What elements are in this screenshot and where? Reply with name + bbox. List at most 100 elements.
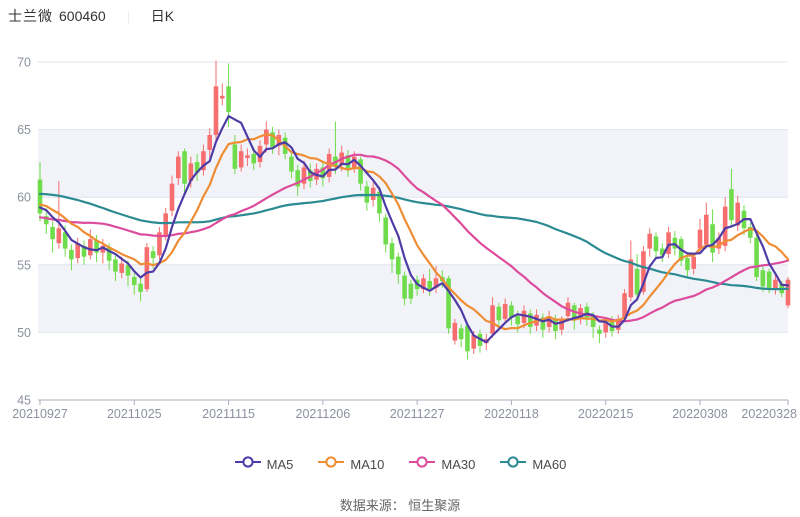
candle-body	[157, 232, 162, 256]
ma60-line-icon	[499, 455, 527, 474]
candle-body	[320, 167, 326, 179]
candle-body	[75, 243, 81, 259]
candle-body	[666, 232, 671, 254]
candle-body	[433, 278, 439, 288]
candle-body	[584, 306, 590, 318]
candle-body	[590, 316, 596, 327]
x-axis-label: 20211206	[296, 407, 351, 421]
candle-body	[546, 316, 552, 327]
x-axis-label: 20211227	[390, 407, 445, 421]
candle-body	[257, 145, 263, 163]
candle-body	[427, 281, 433, 290]
period-label[interactable]: 日K	[150, 8, 175, 24]
candle-body	[509, 305, 514, 318]
candle-body	[169, 183, 175, 211]
candle-body	[766, 271, 772, 288]
candle-body	[138, 283, 143, 292]
candle-body	[521, 310, 527, 323]
legend-item-ma30[interactable]: MA30	[408, 455, 475, 474]
candle-body	[691, 256, 697, 269]
candle-body	[747, 226, 753, 238]
candle-body	[653, 236, 659, 252]
candle-body	[37, 179, 43, 214]
candle-body	[785, 279, 791, 306]
candle-body	[408, 283, 414, 299]
candle-body	[201, 151, 206, 171]
candle-body	[207, 135, 213, 150]
legend-label: MA5	[266, 457, 294, 472]
candle-body	[760, 270, 766, 287]
candle-body	[597, 329, 602, 334]
candle-body	[106, 247, 112, 261]
candle-body	[238, 151, 244, 168]
candle-body	[496, 306, 502, 321]
candle-body	[301, 167, 307, 184]
y-axis-label: 50	[17, 326, 31, 340]
candle-body	[716, 237, 722, 249]
candle-body	[697, 229, 703, 249]
candle-body	[729, 189, 734, 221]
x-axis-label: 20210927	[12, 407, 68, 421]
candle-body	[43, 216, 49, 225]
candle-body	[659, 248, 665, 256]
x-axis-label: 20211115	[202, 407, 255, 421]
candle-body	[735, 202, 741, 226]
chart-legend: MA5 MA10 MA30 MA60	[0, 455, 800, 474]
candle-body	[69, 249, 74, 260]
stock-code: 600460	[59, 8, 106, 24]
candle-body	[144, 247, 150, 290]
x-axis-label: 20220328	[741, 407, 797, 421]
candle-body	[62, 232, 68, 249]
ma30-line	[38, 153, 790, 323]
candle-body	[383, 217, 389, 245]
candle-body	[402, 275, 407, 299]
legend-item-ma5[interactable]: MA5	[234, 455, 294, 474]
candle-body	[773, 279, 778, 290]
y-axis-label: 55	[17, 258, 31, 272]
legend-item-ma10[interactable]: MA10	[317, 455, 384, 474]
candle-body	[710, 224, 715, 253]
ma60-line	[38, 192, 790, 291]
candle-body	[358, 159, 363, 184]
candle-body	[295, 170, 301, 187]
candle-body	[245, 155, 250, 158]
candle-body	[213, 86, 219, 136]
candle-body	[527, 313, 533, 327]
y-axis-label: 65	[17, 123, 31, 137]
candle-body	[263, 129, 269, 145]
candle-body	[540, 317, 546, 330]
ma5-line-icon	[234, 455, 262, 474]
x-axis-label: 20220118	[484, 407, 539, 421]
title-separator: ｜	[121, 9, 135, 25]
candle-body	[289, 156, 294, 172]
candle-body	[219, 95, 225, 99]
candle-body	[553, 318, 558, 332]
candle-body	[628, 259, 634, 298]
y-axis-label: 60	[17, 191, 31, 205]
candle-body	[615, 318, 621, 330]
candle-body	[81, 245, 87, 257]
candle-body	[163, 213, 169, 236]
x-axis-label: 20211025	[107, 407, 162, 421]
legend-item-ma60[interactable]: MA60	[499, 455, 566, 474]
legend-label: MA10	[350, 457, 385, 472]
candle-body	[471, 335, 477, 349]
candle-body	[87, 239, 93, 256]
candle-body	[622, 293, 627, 319]
candle-body	[251, 153, 257, 164]
ma10-line	[38, 133, 790, 331]
candle-body	[188, 163, 194, 181]
candle-body	[515, 316, 521, 325]
candle-body	[113, 259, 118, 272]
candle-body	[722, 206, 728, 246]
candle-body	[395, 256, 401, 275]
candle-body	[351, 156, 357, 168]
chart-titlebar: 士兰微 600460 ｜ 日K	[8, 6, 174, 26]
ma5-line	[38, 114, 790, 344]
candle-body	[647, 233, 653, 249]
ma30-line-icon	[408, 455, 436, 474]
candle-body	[182, 151, 187, 184]
data-source: 数据来源： 恒生聚源	[339, 498, 461, 513]
